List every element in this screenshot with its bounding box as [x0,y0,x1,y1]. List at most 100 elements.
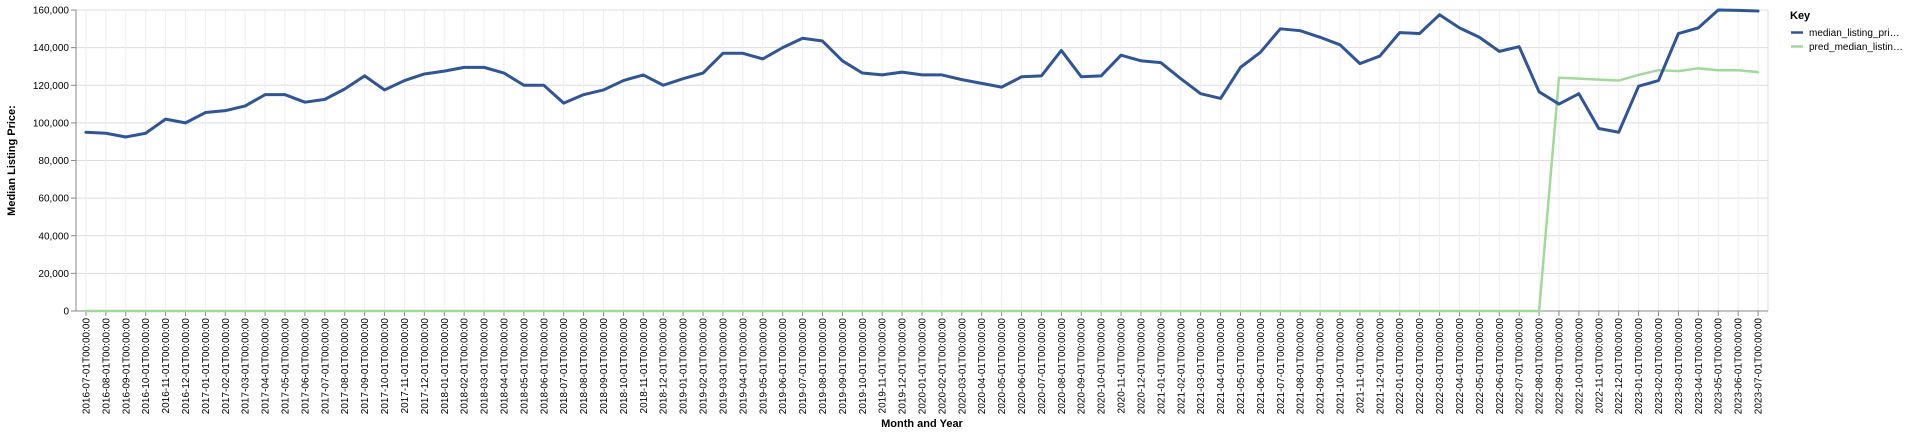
x-tick-label: 2020-10-01T00:00:00 [1097,318,1108,415]
y-tick-label: 60,000 [38,194,69,205]
x-tick-label: 2019-07-01T00:00:00 [798,318,809,415]
x-tick-label: 2019-10-01T00:00:00 [858,318,869,415]
x-tick-label: 2021-04-01T00:00:00 [1216,318,1227,415]
y-tick-label: 80,000 [38,156,69,167]
x-tick-label: 2021-06-01T00:00:00 [1256,318,1267,415]
x-tick-label: 2017-02-01T00:00:00 [221,318,232,415]
axes: 0 20,000 40,000 60,000 80,000 100,000 120,000 1… [33,6,1768,415]
x-tick-label: 2021-07-01T00:00:00 [1276,318,1287,415]
x-tick-label: 2017-04-01T00:00:00 [261,318,272,415]
x-tick-label: 2022-12-01T00:00:00 [1614,318,1625,415]
x-tick-label: 2023-02-01T00:00:00 [1654,318,1665,415]
x-tick-label: 2022-06-01T00:00:00 [1495,318,1506,415]
x-tick-label: 2020-03-01T00:00:00 [957,318,968,415]
x-tick-label: 2019-02-01T00:00:00 [699,318,710,415]
x-tick-label: 2019-11-01T00:00:00 [878,318,889,414]
x-tick-label: 2019-04-01T00:00:00 [738,318,749,415]
x-tick-label: 2022-01-01T00:00:00 [1395,318,1406,415]
x-tick-label: 2020-12-01T00:00:00 [1136,318,1147,415]
x-tick-label: 2016-12-01T00:00:00 [181,318,192,415]
x-tick-label: 2017-10-01T00:00:00 [380,318,391,415]
x-tick-label: 2018-06-01T00:00:00 [539,318,550,415]
x-tick-label: 2018-04-01T00:00:00 [499,318,510,415]
x-tick-label: 2020-02-01T00:00:00 [937,318,948,415]
x-tick-label: 2020-08-01T00:00:00 [1057,318,1068,415]
x-tick-label: 2018-11-01T00:00:00 [639,318,650,414]
legend-label: median_listing_pri… [1809,28,1900,39]
x-tick-label: 2018-12-01T00:00:00 [659,318,670,415]
x-tick-label: 2022-07-01T00:00:00 [1515,318,1526,415]
legend-title: Key [1790,10,1811,22]
series-line-pred-median-listing-price [84,67,1760,313]
x-tick-label: 2020-01-01T00:00:00 [918,318,929,415]
x-tick-label: 2016-08-01T00:00:00 [101,318,112,415]
x-tick-label: 2020-06-01T00:00:00 [1017,318,1028,415]
x-tick-label: 2021-01-01T00:00:00 [1156,318,1167,415]
x-tick-label: 2023-03-01T00:00:00 [1674,318,1685,415]
x-tick-label: 2019-01-01T00:00:00 [679,318,690,415]
x-tick-label: 2021-05-01T00:00:00 [1236,318,1247,415]
x-tick-label: 2018-07-01T00:00:00 [559,318,570,415]
y-tick-label: 20,000 [38,269,69,280]
legend: Key median_listing_pri… pred_median_listi… [1790,10,1903,53]
x-tick-label: 2019-08-01T00:00:00 [818,318,829,415]
x-tick-label: 2019-09-01T00:00:00 [838,318,849,415]
x-tick-label: 2021-10-01T00:00:00 [1336,318,1347,415]
x-tick-label: 2017-03-01T00:00:00 [241,318,252,415]
x-tick-label: 2018-02-01T00:00:00 [460,318,471,415]
x-tick-label: 2023-06-01T00:00:00 [1734,318,1745,415]
x-tick-label: 2022-08-01T00:00:00 [1535,318,1546,415]
x-tick-label: 2016-10-01T00:00:00 [141,318,152,415]
x-tick-label: 2021-09-01T00:00:00 [1316,318,1327,415]
series-lines [84,8,1760,313]
y-tick-label: 140,000 [33,43,70,54]
x-tick-label: 2022-04-01T00:00:00 [1455,318,1466,415]
x-tick-label: 2016-07-01T00:00:00 [81,318,92,415]
x-tick-label: 2018-05-01T00:00:00 [519,318,530,415]
x-tick-label: 2020-07-01T00:00:00 [1037,318,1048,415]
x-tick-label: 2017-01-01T00:00:00 [201,318,212,415]
x-tick-label: 2020-05-01T00:00:00 [997,318,1008,415]
x-tick-label: 2021-08-01T00:00:00 [1296,318,1307,415]
x-tick-label: 2017-06-01T00:00:00 [300,318,311,415]
legend-items: median_listing_pri… pred_median_listin… [1791,28,1903,53]
x-tick-label: 2016-11-01T00:00:00 [161,318,172,414]
x-tick-label: 2017-11-01T00:00:00 [400,318,411,414]
gridlines [76,9,1769,312]
x-tick-label: 2018-03-01T00:00:00 [480,318,491,415]
x-tick-label: 2021-12-01T00:00:00 [1375,318,1386,415]
x-tick-label: 2016-09-01T00:00:00 [121,318,132,415]
x-tick-label: 2022-10-01T00:00:00 [1574,318,1585,415]
x-tick-label: 2022-05-01T00:00:00 [1475,318,1486,415]
x-tick-label: 2019-12-01T00:00:00 [898,318,909,415]
y-tick-label: 40,000 [38,231,69,242]
y-tick-label: 160,000 [33,6,70,17]
x-tick-label: 2019-05-01T00:00:00 [758,318,769,415]
x-tick-label: 2018-01-01T00:00:00 [440,318,451,415]
x-tick-label: 2021-03-01T00:00:00 [1196,318,1207,415]
series-line-median-listing-price [84,8,1760,139]
x-tick-label: 2018-09-01T00:00:00 [599,318,610,415]
x-tick-label: 2019-03-01T00:00:00 [718,318,729,415]
legend-label: pred_median_listin… [1809,42,1903,53]
x-tick-label: 2023-05-01T00:00:00 [1714,318,1725,415]
x-tick-label: 2018-08-01T00:00:00 [579,318,590,415]
x-axis-title: Month and Year [881,418,963,430]
x-tick-label: 2022-02-01T00:00:00 [1415,318,1426,415]
x-tick-label: 2021-11-01T00:00:00 [1355,318,1366,414]
x-tick-label: 2019-06-01T00:00:00 [778,318,789,415]
x-tick-label: 2023-07-01T00:00:00 [1754,318,1765,415]
x-tick-label: 2017-08-01T00:00:00 [340,318,351,415]
x-tick-label: 2018-10-01T00:00:00 [619,318,630,415]
x-tick-label: 2020-09-01T00:00:00 [1077,318,1088,415]
x-tick-label: 2017-12-01T00:00:00 [420,318,431,415]
x-tick-label: 2017-09-01T00:00:00 [360,318,371,415]
x-tick-label: 2023-01-01T00:00:00 [1634,318,1645,415]
x-tick-label: 2017-05-01T00:00:00 [281,318,292,415]
x-tick-label: 2017-07-01T00:00:00 [320,318,331,415]
y-tick-label: 100,000 [33,118,70,129]
y-tick-label: 0 [63,307,69,318]
x-tick-label: 2022-03-01T00:00:00 [1435,318,1446,415]
x-tick-label: 2020-04-01T00:00:00 [977,318,988,415]
